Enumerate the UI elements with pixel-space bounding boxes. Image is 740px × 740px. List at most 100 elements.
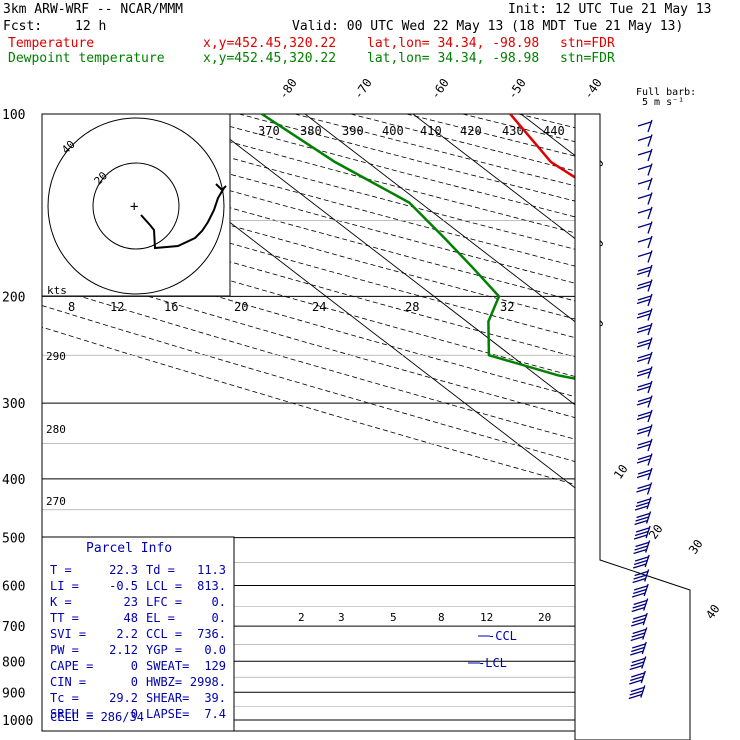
- parcel-param-value: 0: [131, 707, 138, 721]
- isotherm-label: -60: [428, 76, 452, 102]
- pressure-label: 1000: [2, 714, 33, 729]
- parcel-param-name: Td =: [146, 563, 175, 577]
- theta-e-label: 400: [382, 124, 404, 138]
- mixing-ratio-label: 3: [338, 611, 345, 624]
- wind-barb-flag: [634, 556, 649, 562]
- parcel-param-name: K =: [50, 595, 72, 609]
- wind-barb-flag: [635, 501, 650, 508]
- temperature-latlon: lat,lon= 34.34, -98.98: [367, 36, 540, 51]
- wind-barb: [647, 177, 653, 191]
- wind-barb-flag: [630, 661, 644, 667]
- parcel-param-value: 0.: [212, 595, 226, 609]
- wind-barb-flag: [637, 411, 652, 417]
- parcel-param-name: LAPSE=: [146, 707, 189, 721]
- mixing-ratio-label: 5: [390, 611, 397, 624]
- dry-adiabat-label: 280: [46, 423, 66, 436]
- wind-barb-flag: [632, 577, 646, 584]
- wind-barb-flag: [637, 382, 652, 388]
- wind-barb-flag: [634, 570, 648, 577]
- parcel-levels: -CCL -LCL: [468, 629, 517, 670]
- wind-barb-flag: [632, 603, 646, 609]
- parcel-param-value: 736.: [197, 627, 226, 641]
- wind-barb-flag: [637, 222, 652, 229]
- mixing-ratio-label: 8: [438, 611, 445, 624]
- wind-barb-flag: [635, 516, 649, 522]
- pressure-label: 600: [2, 580, 25, 595]
- hodograph-plus: +: [130, 199, 138, 215]
- pressure-label: 700: [2, 620, 25, 635]
- wind-barb-flag: [636, 298, 651, 305]
- parcel-param-value: 0.: [212, 611, 226, 625]
- isotherm-label: 20: [646, 522, 666, 542]
- wind-barb-flag: [631, 657, 645, 664]
- parcel-param-name: LFC =: [146, 595, 182, 609]
- wind-barb-flag: [636, 458, 651, 464]
- wind-barb-flag: [636, 487, 650, 493]
- wind-barb-flag: [637, 280, 652, 287]
- parcel-param-value: 129: [204, 659, 226, 673]
- isotherm-label: 40: [703, 602, 723, 622]
- mixing-ratio-label: 2: [298, 611, 305, 624]
- isotherm-line: [304, 114, 575, 323]
- barb-note-line1: Full barb:: [636, 87, 696, 98]
- hodograph: 20 40 +: [41, 113, 231, 297]
- isotherm-label: 10: [611, 462, 631, 482]
- wind-barb-flag: [637, 179, 652, 185]
- parcel-param-name: EL =: [146, 611, 175, 625]
- parcel-cell: CELL = 286/34: [50, 710, 144, 724]
- parcel-param-value: 23: [124, 595, 138, 609]
- theta-e-label: 430: [502, 124, 524, 138]
- isotherm-label: -50: [505, 76, 529, 102]
- wind-barb-flag: [631, 592, 646, 598]
- wind-barb-flag: [636, 313, 651, 319]
- wind-barb-flag: [637, 338, 652, 345]
- isotherm-label: -40: [581, 76, 605, 102]
- wind-barb-flag: [636, 472, 651, 479]
- hodograph-tick-label: 12: [110, 300, 124, 314]
- parcel-param-value: 2998.: [190, 675, 226, 689]
- lcl-label: -LCL: [478, 656, 507, 670]
- hodograph-ring-outer: [47, 117, 225, 295]
- parcel-param-name: Tc =: [50, 691, 79, 705]
- hodograph-tick-label: 24: [312, 300, 326, 314]
- wind-barb-flag: [629, 664, 643, 671]
- parcel-param-value: -0.5: [109, 579, 138, 593]
- wind-barb-flag: [636, 342, 651, 348]
- wind-barb-flag: [637, 396, 652, 403]
- wind-barb-flag: [636, 512, 650, 519]
- isotherm-label: 30: [686, 537, 706, 557]
- wind-barb-flag: [632, 563, 647, 569]
- mixing-ratio-label: 12: [480, 611, 493, 624]
- hodograph-ring-inner: [92, 162, 180, 250]
- parcel-param-name: LCL =: [146, 579, 182, 593]
- forecast-label: Fcst:: [3, 19, 43, 34]
- wind-barb: [647, 119, 653, 133]
- valid-time: Valid: 00 UTC Wed 22 May 13 (18 MDT Tue …: [292, 19, 684, 34]
- wind-barb-flag: [633, 599, 647, 606]
- parcel-param-name: PW =: [50, 643, 79, 657]
- wind-barb: [647, 250, 653, 263]
- dewpoint-legend: Dewpoint temperature: [8, 51, 165, 66]
- parcel-param-name: SWEAT=: [146, 659, 189, 673]
- wind-barb: [647, 206, 653, 220]
- wind-barb: [647, 163, 653, 176]
- hodograph-trace: [140, 183, 227, 250]
- wind-barb-flag: [637, 353, 652, 359]
- parcel-param-name: TT =: [50, 611, 79, 625]
- wind-barb-flag: [637, 440, 652, 446]
- parcel-param-name: YGP =: [146, 643, 182, 657]
- parcel-param-name: SHEAR=: [146, 691, 189, 705]
- wind-barb-flag: [637, 425, 652, 432]
- parcel-param-name: HWBZ=: [146, 675, 182, 689]
- wind-barb-flag: [637, 150, 652, 156]
- parcel-param-value: 7.4: [204, 707, 226, 721]
- wind-barb-flag: [631, 632, 645, 638]
- wind-barb-flag: [636, 498, 651, 504]
- wind-barb-flag: [631, 606, 645, 613]
- hodograph-tick-label: 20: [234, 300, 248, 314]
- wind-barb-flag: [631, 646, 645, 653]
- dewpoint-station: stn=FDR: [560, 51, 615, 66]
- wind-barb-flag: [634, 505, 649, 511]
